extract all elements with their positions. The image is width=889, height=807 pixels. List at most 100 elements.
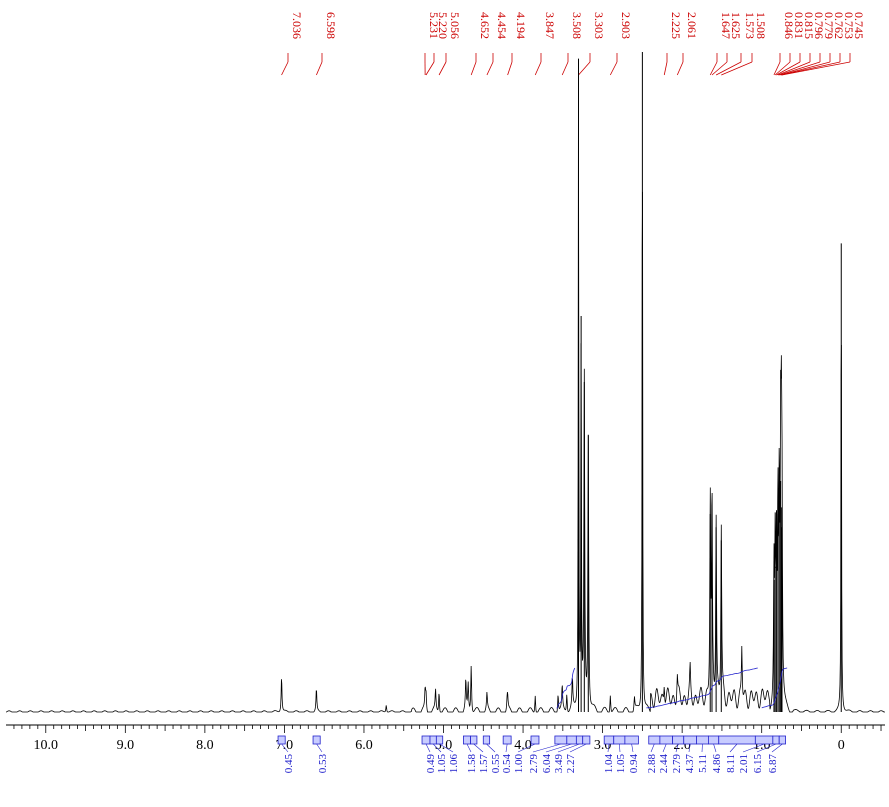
integral-bracket xyxy=(582,735,591,745)
peak-label-leader xyxy=(486,61,494,76)
peak-label: 4.454 xyxy=(495,12,509,39)
peak-label: 4.652 xyxy=(478,12,492,39)
peak-label: 1.647 xyxy=(719,12,733,39)
x-tick-label: 0 xyxy=(838,738,845,753)
peak-label-leader xyxy=(780,61,831,76)
integral-curve xyxy=(556,667,576,709)
integral-bracket xyxy=(566,735,577,745)
peak-label-leader xyxy=(711,61,728,76)
peak-label: 5.056 xyxy=(448,12,462,39)
integral-bracket xyxy=(482,735,491,745)
integral-leader xyxy=(505,743,508,753)
integral-value: 2.27 xyxy=(565,754,577,774)
integral-bracket xyxy=(575,735,584,745)
peak-label-leader xyxy=(781,61,851,76)
integral-leader xyxy=(729,743,738,753)
peak-label: 3.847 xyxy=(543,12,557,39)
integral-value: 0.49 xyxy=(425,754,437,774)
peak-label: 0.745 xyxy=(852,12,866,39)
peak-label-leader xyxy=(507,61,513,76)
integral-leader xyxy=(756,743,777,753)
integral-leader xyxy=(650,743,655,753)
x-tick-label: 6.0 xyxy=(355,738,373,753)
peak-label-leader xyxy=(676,61,684,76)
integral-value: 3.49 xyxy=(553,754,565,774)
integral-bracket xyxy=(754,735,774,745)
integral-bracket xyxy=(502,735,512,745)
integral-leader xyxy=(473,743,484,753)
integral-bracket xyxy=(659,735,674,745)
integral-value: 1.58 xyxy=(466,754,478,774)
integral-value: 1.04 xyxy=(603,754,615,774)
integral-bracket xyxy=(613,735,626,745)
integral-bracket xyxy=(683,735,697,745)
peak-label: 2.061 xyxy=(685,12,699,39)
integral-leader xyxy=(607,743,610,753)
peak-label: 6.598 xyxy=(324,12,338,39)
integral-leader xyxy=(281,743,289,753)
integral-bracket xyxy=(708,735,720,745)
peak-label-leader xyxy=(773,61,781,76)
integral-value: 2.79 xyxy=(671,754,683,774)
peak-label-leader xyxy=(470,61,477,76)
integral-value: 0.55 xyxy=(490,754,502,774)
integral-bracket xyxy=(429,735,437,745)
integral-bracket xyxy=(554,735,568,745)
integral-value: 1.05 xyxy=(615,754,627,774)
integral-bracket xyxy=(312,735,321,745)
integral-group: 0.45 0.53 0.49 1.05 1.06 1.58 1.57 0.55 0.54 1.00… xyxy=(277,735,786,774)
integral-value: 2.79 xyxy=(528,754,540,774)
peak-label: 0.815 xyxy=(802,12,816,39)
integral-value: 0.45 xyxy=(283,754,295,774)
integral-leader xyxy=(545,743,572,753)
spectrum-trace xyxy=(6,72,885,713)
peak-label: 0.762 xyxy=(832,12,846,39)
integral-value: 2.01 xyxy=(738,754,750,773)
integral-leader xyxy=(631,743,634,753)
integral-leader xyxy=(619,743,621,753)
integral-leader xyxy=(466,743,472,753)
integral-bracket xyxy=(603,735,615,745)
peak-label-leader xyxy=(779,61,821,76)
integral-value: 0.54 xyxy=(501,754,513,774)
integral-leader xyxy=(569,743,587,753)
peak-label: 1.625 xyxy=(729,12,743,39)
peak-label: 0.779 xyxy=(822,12,836,39)
peak-label: 2.225 xyxy=(669,12,683,39)
integral-leader xyxy=(713,743,717,753)
integral-leader xyxy=(662,743,667,753)
peak-label-leader xyxy=(534,61,542,76)
x-tick-label: 4.0 xyxy=(514,738,532,753)
peak-label-leader xyxy=(561,61,569,76)
peak-label-leader xyxy=(425,61,435,76)
integral-leader xyxy=(432,743,442,753)
peak-label: 0.846 xyxy=(782,12,796,39)
integral-curve xyxy=(761,667,788,709)
peak-label: 5.220 xyxy=(436,12,450,39)
integral-value: 6.87 xyxy=(767,754,779,774)
integral-bracket xyxy=(435,735,444,745)
peak-label-leader xyxy=(281,61,289,76)
integral-value: 2.44 xyxy=(658,754,670,774)
x-tick-label: 10.0 xyxy=(34,738,59,753)
integral-value: 0.94 xyxy=(628,754,640,774)
peak-label-leader xyxy=(774,61,791,76)
integral-bracket xyxy=(648,735,661,745)
integral-bracket xyxy=(624,735,639,745)
peak-label-leader xyxy=(776,61,801,76)
peak-label: 0.831 xyxy=(792,12,806,39)
integral-value: 1.05 xyxy=(436,754,448,774)
x-axis: 10.0 9.0 8.0 7.0 6.0 5.0 4.0 3.0 2.0 1.0 0 xyxy=(6,724,885,753)
integral-curve xyxy=(646,667,758,709)
integral-bracket xyxy=(672,735,685,745)
peak-label-leader xyxy=(663,61,668,76)
integral-bracket xyxy=(421,735,431,745)
peak-label: 3.508 xyxy=(570,12,584,39)
peak-label: 5.231 xyxy=(427,12,441,39)
peak-label: 0.753 xyxy=(842,12,856,39)
integral-value: 5.11 xyxy=(697,754,709,773)
integral-leader xyxy=(439,743,454,753)
integral-bracket xyxy=(530,735,540,745)
